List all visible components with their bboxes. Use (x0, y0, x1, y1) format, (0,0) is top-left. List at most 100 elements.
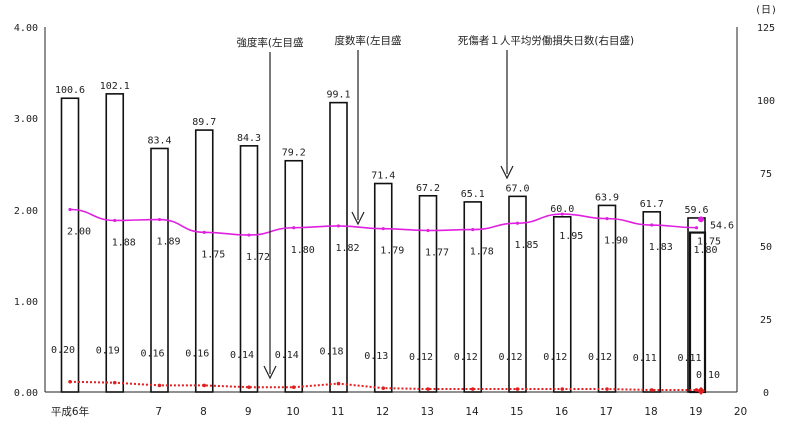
bar (194, 129, 214, 393)
bar-value-label: 89.7 (192, 117, 216, 128)
severity-rate-label: 0.12 (454, 352, 478, 363)
bar-value-labels: 100.6 102.1 83.4 89.7 84.3 79.2 99.1 71.4 67.2 65… (55, 81, 734, 232)
bar (105, 93, 125, 393)
category-labels: 平成6年 7 8 9 10 11 12 13 14 15 16 17 18 19 20 (51, 405, 747, 418)
annotation-severity: 強度率(左目盛 (236, 36, 303, 49)
bar (552, 216, 572, 393)
frequency-rate-point (650, 223, 654, 227)
left-tick-label: 3.00 (14, 114, 38, 125)
category-label: 13 (421, 406, 434, 418)
severity-rate-label: 0.16 (185, 348, 209, 359)
bar (508, 195, 527, 393)
frequency-rate-point (157, 217, 162, 222)
frequency-rate-label: 1.82 (335, 243, 359, 254)
severity-rate-point (515, 387, 520, 391)
category-label: 14 (465, 406, 479, 418)
severity-rate-label: 0.12 (543, 352, 567, 363)
frequency-rate-point (560, 212, 564, 216)
frequency-rate-point (426, 228, 430, 233)
bar-value-label: 67.0 (505, 183, 529, 194)
annotations: 強度率(左目盛 度数率(左目盛 死傷者１人平均労働損失日数(右目盛) (236, 34, 634, 380)
category-label: 19 (689, 406, 702, 418)
bar (597, 204, 617, 393)
bar-value-label: 83.4 (147, 135, 171, 146)
right-tick-label: 75 (760, 169, 772, 180)
right-tick-label: 0 (763, 388, 769, 399)
severity-rate-label: 0.11 (677, 353, 701, 364)
category-label: 11 (331, 406, 344, 418)
severity-rate-label: 0.20 (51, 345, 75, 356)
frequency-rate-point (202, 230, 206, 234)
severity-rate-label: 0.12 (498, 352, 522, 363)
severity-rate-label: 0.12 (409, 352, 433, 363)
bar (373, 182, 393, 393)
frequency-rate-series (68, 207, 704, 237)
severity-rate-point (560, 387, 565, 391)
frequency-rate-point (113, 218, 117, 223)
severity-rate-label: 0.11 (633, 353, 657, 364)
bar-series (60, 93, 707, 394)
annotation-lost-days-arrowhead (500, 165, 514, 180)
annotation-severity-arrowhead (263, 365, 277, 380)
bar-value-label: 63.9 (595, 192, 619, 203)
right-tick-label: 25 (760, 315, 772, 326)
severity-rate-label: 0.14 (230, 350, 254, 361)
severity-rate-labels: 0.20 0.19 0.16 0.16 0.14 0.14 0.18 0.13 0.12 0.12… (51, 345, 720, 381)
annotation-frequency-arrowhead (351, 211, 365, 226)
category-label: 16 (555, 406, 569, 418)
bar-value-label: 59.6 (684, 205, 708, 216)
left-tick-label: 4.00 (14, 23, 38, 34)
bar (284, 159, 304, 393)
frequency-rate-label: 1.90 (604, 236, 628, 247)
category-label: 10 (286, 406, 299, 418)
bar (688, 231, 707, 394)
frequency-rate-label: 1.89 (156, 237, 180, 248)
frequency-rate-labels: 2.00 1.88 1.89 1.75 1.72 1.80 1.82 1.79 1.77 1.78… (67, 227, 721, 264)
frequency-rate-point (381, 227, 385, 231)
bar (642, 211, 662, 393)
bar-value-label: 84.3 (237, 133, 261, 144)
severity-rate-point (202, 383, 207, 388)
severity-rate-point (605, 387, 609, 391)
bar-value-label: 99.1 (326, 90, 350, 101)
frequency-rate-label: 1.72 (246, 252, 270, 263)
category-label: 8 (200, 406, 207, 418)
frequency-rate-label: 1.75 (697, 236, 721, 247)
bar-value-label: 65.1 (461, 189, 485, 200)
category-label: 20 (734, 406, 747, 418)
severity-rate-point (247, 385, 251, 390)
frequency-rate-label: 1.88 (112, 237, 136, 248)
severity-rate-label: 0.10 (696, 370, 720, 381)
severity-rate-label: 0.13 (364, 351, 388, 362)
severity-rate-point (68, 379, 72, 384)
severity-rate-point (470, 387, 475, 391)
severity-rate-label: 0.14 (275, 350, 299, 361)
severity-rate-extra-point (697, 386, 705, 395)
bar (60, 97, 80, 393)
right-axis-ticks: (日) 0 25 50 75 100 125 (755, 5, 777, 399)
left-tick-label: 1.00 (14, 297, 38, 308)
bar-value-label: 54.6 (710, 221, 734, 232)
frequency-rate-point (471, 227, 475, 232)
severity-rate-label: 0.18 (319, 347, 343, 358)
bar-value-label: 67.2 (416, 183, 440, 194)
severity-rate-label: 0.19 (96, 346, 120, 357)
category-label: 平成6年 (51, 405, 89, 418)
frequency-rate-point (515, 221, 520, 225)
severity-rate-point (381, 386, 386, 390)
frequency-rate-label: 1.95 (559, 231, 583, 242)
category-label: 7 (155, 406, 162, 418)
bar-value-label: 102.1 (100, 81, 130, 92)
category-label: 18 (644, 406, 657, 418)
frequency-rate-point (247, 233, 251, 237)
left-tick-label: 2.00 (14, 206, 38, 217)
annotation-lost-days: 死傷者１人平均労働損失日数(右目盛) (458, 34, 634, 47)
severity-rate-series (68, 379, 705, 395)
frequency-rate-point (605, 217, 609, 221)
frequency-rate-point (68, 207, 72, 212)
right-tick-label: 50 (760, 242, 772, 253)
category-label: 9 (245, 406, 252, 418)
category-label: 12 (376, 406, 389, 418)
annotation-frequency: 度数率(左目盛 (334, 34, 401, 47)
bar-value-label: 100.6 (55, 85, 85, 96)
